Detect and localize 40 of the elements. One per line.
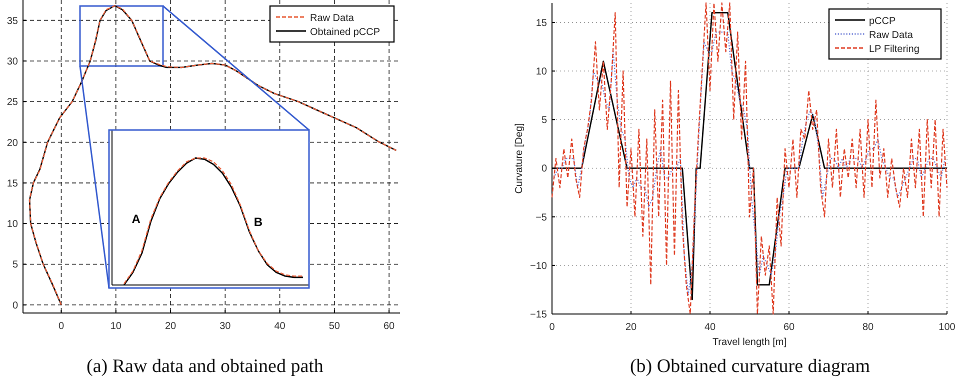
x-tick-label: 40	[704, 322, 716, 333]
x-tick-label: 10	[110, 321, 122, 332]
x-tick-label: 30	[220, 321, 232, 332]
annotation: B	[254, 215, 263, 230]
y-tick-label: 5	[541, 115, 548, 126]
x-tick-label: 40	[274, 321, 286, 332]
y-tick-label: 35	[6, 16, 18, 27]
legend-label: Raw Data	[310, 13, 354, 24]
annotation: A	[132, 212, 141, 226]
x-tick-label: 20	[625, 322, 637, 333]
y-tick-label: 15	[536, 18, 548, 29]
y-tick-label: 10	[6, 219, 18, 230]
line-series	[28, 5, 397, 306]
x-tick-label: 60	[783, 322, 795, 333]
x-tick-label: 20	[164, 321, 177, 332]
y-tick-label: 5	[12, 260, 18, 271]
y-tick-label: −10	[530, 260, 548, 272]
y-axis-title: Curvature [Deg]	[514, 122, 525, 194]
x-tick-label: 100	[938, 322, 956, 333]
text: (b) Obtained curvature diagram	[630, 356, 870, 377]
y-tick-label: −5	[536, 212, 548, 224]
legend-label: pCCP	[869, 16, 896, 27]
x-tick-label: 0	[58, 321, 64, 332]
y-tick-label: 25	[6, 97, 18, 108]
y-tick-label: 20	[6, 138, 18, 149]
y-tick-label: 0	[541, 164, 548, 175]
legend-label: Obtained pCCP	[310, 27, 380, 38]
x-tick-label: 80	[862, 322, 874, 333]
y-tick-label: 30	[6, 56, 18, 68]
y-tick-label: 0	[12, 300, 18, 312]
x-tick-label: 50	[328, 321, 340, 332]
y-tick-label: 10	[536, 66, 548, 78]
x-tick-label: 60	[384, 321, 396, 332]
x-tick-label: 0	[549, 322, 556, 333]
x-axis-title: Travel length [m]	[712, 337, 787, 348]
y-tick-label: −15	[530, 310, 548, 320]
legend-label: Raw Data	[869, 30, 914, 41]
legend-label: LP Filtering	[869, 44, 920, 55]
y-tick-label: 15	[6, 178, 18, 190]
text: (a) Raw data and obtained path	[86, 356, 324, 377]
